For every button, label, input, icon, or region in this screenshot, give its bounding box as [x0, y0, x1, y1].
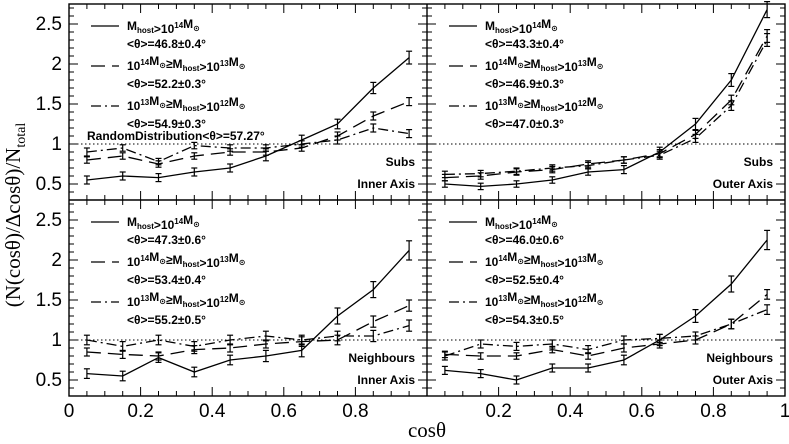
x-tick-label: 0.2	[127, 401, 153, 422]
y-tick-label: 2	[51, 250, 62, 271]
legend: Mhost>1014M⊙<θ>=46.0±0.6° 1014M⊙≥Mhost>10…	[449, 213, 603, 327]
x-tick-label: 0.6	[271, 401, 297, 422]
y-tick-label: 2.5	[36, 14, 62, 35]
legend-mass-range-solid: Mhost>1014M⊙	[485, 213, 558, 232]
panel-bottom-left: Mhost>1014M⊙<θ>=47.3±0.6° 1014M⊙≥Mhost>10…	[69, 213, 427, 387]
legend-mass-range-dashed: 1014M⊙≥Mhost>1013M⊙	[485, 250, 603, 270]
series-dashdot	[441, 304, 771, 361]
legend-mean-angle-dashdot: <θ>=47.0±0.3°	[485, 117, 564, 131]
legend-mean-angle-dashed: <θ>=53.4±0.4°	[127, 273, 206, 287]
series-line-dashdot	[444, 308, 768, 357]
series-line-dashed	[444, 293, 768, 357]
y-axis-title-subscript: total	[14, 123, 29, 148]
legend-mean-angle-solid: <θ>=46.8±0.4°	[127, 37, 206, 51]
y-tick-label: 1.5	[36, 94, 62, 115]
legend: Mhost>1014M⊙<θ>=46.8±0.4° 1014M⊙≥Mhost>10…	[91, 17, 245, 131]
legend: Mhost>1014M⊙<θ>=47.3±0.6° 1014M⊙≥Mhost>10…	[91, 213, 245, 327]
legend-mass-range-solid: Mhost>1014M⊙	[127, 17, 200, 36]
legend-mean-angle-dashed: <θ>=52.5±0.4°	[485, 273, 564, 287]
panel-annotation-axis: Outer Axis	[713, 373, 774, 387]
y-tick-label: 0.5	[36, 174, 62, 195]
panel-annotation-axis: Outer Axis	[713, 177, 774, 191]
panel-top-left: Mhost>1014M⊙<θ>=46.8±0.4° 1014M⊙≥Mhost>10…	[69, 17, 427, 191]
y-axis-title: (N(cosθ)/Δcosθ)/Ntotal	[1, 123, 29, 308]
series-dashdot	[83, 123, 413, 166]
legend-mass-range-dashdot: 1013M⊙≥Mhost>1012M⊙	[485, 94, 603, 114]
panel-annotation-axis: Inner Axis	[357, 373, 415, 387]
legend-mass-range-dashdot: 1013M⊙≥Mhost>1012M⊙	[127, 290, 245, 310]
legend-mean-angle-solid: <θ>=43.3±0.4°	[485, 37, 564, 51]
y-axis-title-main: (N(cosθ)/Δcosθ)/N	[1, 148, 25, 308]
series-line-dashdot	[86, 324, 410, 348]
series-line-solid	[86, 249, 410, 377]
random-distribution-label: RandomDistribution<θ>=57.27°	[87, 129, 265, 143]
x-tick-label: 0.4	[199, 401, 226, 422]
series-line-dashdot	[444, 39, 768, 176]
y-tick-label: 2	[51, 54, 62, 75]
legend-mean-angle-solid: <θ>=46.0±0.6°	[485, 233, 564, 247]
series-line-solid	[86, 57, 410, 181]
legend-mean-angle-solid: <θ>=47.3±0.6°	[127, 233, 206, 247]
legend: Mhost>1014M⊙<θ>=43.3±0.4° 1014M⊙≥Mhost>10…	[449, 17, 603, 131]
series-dashdot	[83, 319, 413, 352]
legend-mass-range-solid: Mhost>1014M⊙	[485, 17, 558, 36]
legend-mean-angle-dashdot: <θ>=54.9±0.3°	[127, 117, 206, 131]
x-tick-label: 0.2	[485, 401, 511, 422]
legend-mass-range-dashed: 1014M⊙≥Mhost>1013M⊙	[485, 54, 603, 74]
y-tick-label: 2.5	[36, 210, 62, 231]
x-tick-label: 0.4	[557, 401, 584, 422]
x-tick-label: 0.8	[342, 401, 368, 422]
legend-mean-angle-dashdot: <θ>=54.3±0.5°	[485, 313, 564, 327]
legend-mean-angle-dashed: <θ>=46.9±0.3°	[485, 77, 564, 91]
legend-mean-angle-dashed: <θ>=52.2±0.3°	[127, 77, 206, 91]
x-tick-label: 0.6	[629, 401, 655, 422]
series-line-dashed	[86, 305, 410, 357]
series-line-solid	[444, 9, 768, 188]
legend-mass-range-solid: Mhost>1014M⊙	[127, 213, 200, 232]
legend-mass-range-dashdot: 1013M⊙≥Mhost>1012M⊙	[127, 94, 245, 114]
series-line-dashed	[86, 100, 410, 165]
panel-annotation-sample: Neighbours	[348, 351, 415, 365]
legend-mass-range-dashed: 1014M⊙≥Mhost>1013M⊙	[127, 54, 245, 74]
panel-top-right: Mhost>1014M⊙<θ>=43.3±0.4° 1014M⊙≥Mhost>10…	[427, 0, 785, 191]
series-dashdot	[441, 32, 771, 179]
panel-annotation-sample: Subs	[744, 155, 774, 169]
legend-mass-range-dashed: 1014M⊙≥Mhost>1013M⊙	[127, 250, 245, 270]
y-tick-label: 1.5	[36, 290, 62, 311]
series-line-dashed	[444, 35, 768, 179]
x-tick-label: 0.8	[700, 401, 726, 422]
series-line-solid	[444, 239, 768, 381]
series-solid	[83, 240, 413, 382]
series-line-dashdot	[86, 127, 410, 163]
x-tick-label: 1	[780, 401, 789, 422]
y-tick-label: 0.5	[36, 370, 62, 391]
panel-annotation-sample: Subs	[386, 155, 416, 169]
series-solid	[441, 229, 771, 385]
panel-bottom-right: Mhost>1014M⊙<θ>=46.0±0.6° 1014M⊙≥Mhost>10…	[427, 213, 785, 387]
legend-mean-angle-dashdot: <θ>=55.2±0.5°	[127, 313, 206, 327]
series-solid	[441, 0, 771, 191]
x-axis-title: cosθ	[408, 418, 446, 442]
y-tick-label: 1	[51, 134, 62, 155]
y-tick-label: 1	[51, 330, 62, 351]
legend-mass-range-dashdot: 1013M⊙≥Mhost>1012M⊙	[485, 290, 603, 310]
series-solid	[83, 50, 413, 185]
panel-annotation-axis: Inner Axis	[357, 177, 415, 191]
x-tick-label: 0	[64, 401, 75, 422]
panel-annotation-sample: Neighbours	[706, 351, 773, 365]
